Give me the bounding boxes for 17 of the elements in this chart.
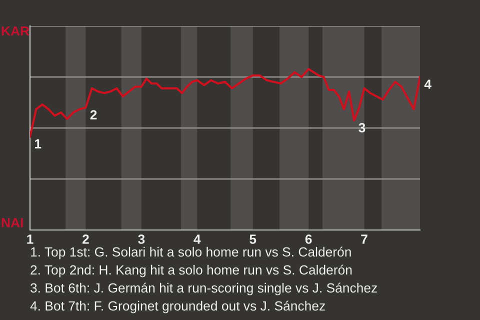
text: 4. Bot 7th: F. Groginet grounded out vs J. Sánchez bbox=[30, 300, 325, 314]
annotation: 4 bbox=[424, 80, 432, 89]
text: KAR bbox=[2, 26, 30, 36]
text: 3. Bot 6th: J. Germán hit a run-scoring single vs J. Sánchez bbox=[30, 282, 377, 296]
x-tick-label: 2 bbox=[82, 234, 89, 244]
x-tick-label: 4 bbox=[194, 234, 201, 244]
annotation: 3 bbox=[358, 123, 366, 132]
x-tick-label: 5 bbox=[250, 234, 256, 244]
text: NAI bbox=[2, 218, 23, 228]
x-tick-label: 3 bbox=[138, 234, 145, 244]
text: 2. Top 2nd: H. Kang hit a solo home run vs S. Calderón bbox=[30, 264, 352, 278]
x-tick-label: 7 bbox=[361, 234, 368, 244]
annotation: 2 bbox=[90, 110, 97, 120]
x-tick-label: 1 bbox=[27, 234, 34, 244]
x-tick-label: 6 bbox=[305, 234, 312, 244]
text: 1. Top 1st: G. Solari hit a solo home run vs S. Calderón bbox=[31, 246, 351, 260]
annotation: 1 bbox=[35, 139, 42, 148]
